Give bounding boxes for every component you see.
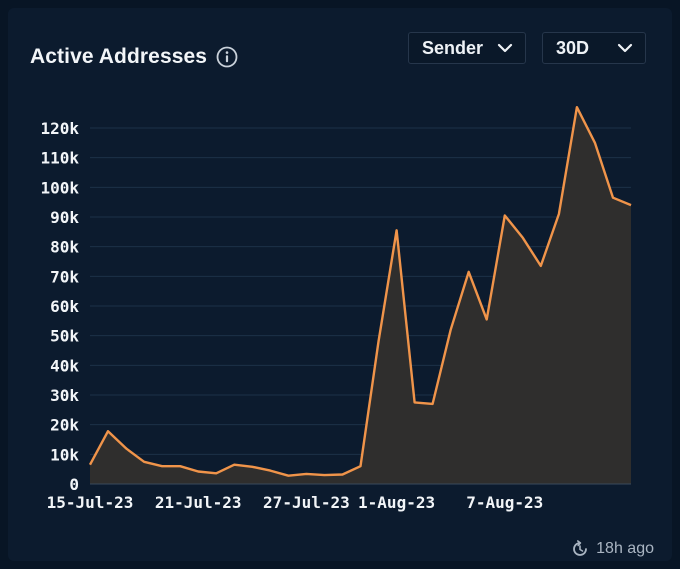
y-tick-label: 10k [50, 445, 79, 464]
refresh-icon [573, 540, 588, 556]
y-tick-label: 80k [50, 238, 79, 257]
data-point[interactable] [592, 140, 598, 146]
data-point[interactable] [538, 263, 544, 269]
chart-title: Active Addresses [30, 45, 208, 68]
data-point[interactable] [574, 104, 580, 110]
data-point[interactable] [303, 471, 309, 477]
metric-dropdown[interactable]: Sender [408, 32, 526, 64]
update-status: 18h ago [571, 540, 654, 558]
x-tick-label: 15-Jul-23 [47, 493, 134, 512]
data-point[interactable] [105, 428, 111, 434]
data-point[interactable] [141, 459, 147, 465]
chart-header: Active Addresses [30, 40, 238, 74]
data-point[interactable] [231, 462, 237, 468]
y-tick-label: 100k [40, 178, 79, 197]
data-point[interactable] [321, 472, 327, 478]
y-tick-label: 90k [50, 208, 79, 227]
data-point[interactable] [123, 445, 129, 451]
data-point[interactable] [628, 202, 634, 208]
data-point[interactable] [466, 269, 472, 275]
x-tick-label: 7-Aug-23 [466, 493, 543, 512]
x-tick-label: 1-Aug-23 [358, 493, 435, 512]
range-dropdown-value: 30D [556, 37, 590, 58]
data-point[interactable] [267, 468, 273, 474]
series-area [90, 107, 631, 484]
data-point[interactable] [285, 473, 291, 479]
data-point[interactable] [358, 463, 364, 469]
y-tick-label: 110k [40, 149, 79, 168]
data-point[interactable] [484, 316, 490, 322]
data-point[interactable] [430, 401, 436, 407]
updated-time: 18h ago [596, 540, 654, 557]
y-tick-label: 60k [50, 297, 79, 316]
data-point[interactable] [394, 227, 400, 233]
data-point[interactable] [195, 469, 201, 475]
y-tick-label: 30k [50, 386, 79, 405]
data-point[interactable] [412, 399, 418, 405]
data-point[interactable] [556, 211, 562, 217]
data-point[interactable] [340, 472, 346, 478]
chevron-down-icon [617, 43, 633, 53]
x-tick-label: 27-Jul-23 [263, 493, 350, 512]
series-line [88, 105, 632, 477]
data-point[interactable] [177, 463, 183, 469]
y-tick-label: 70k [50, 267, 79, 286]
y-tick-label: 0 [69, 475, 79, 494]
data-point[interactable] [448, 327, 454, 333]
y-tick-label: 40k [50, 356, 79, 375]
chevron-down-icon [497, 43, 513, 53]
data-point[interactable] [213, 470, 219, 476]
y-tick-label: 120k [40, 119, 79, 138]
data-point[interactable] [520, 235, 526, 241]
y-tick-label: 20k [50, 416, 79, 435]
data-point[interactable] [376, 339, 382, 345]
data-point[interactable] [159, 463, 165, 469]
y-tick-label: 50k [50, 327, 79, 346]
data-point[interactable] [87, 462, 93, 468]
x-tick-label: 21-Jul-23 [155, 493, 242, 512]
metric-dropdown-value: Sender [422, 37, 484, 58]
range-dropdown[interactable]: 30D [542, 32, 646, 64]
data-point[interactable] [249, 464, 255, 470]
info-icon[interactable] [216, 46, 238, 68]
data-point[interactable] [502, 213, 508, 219]
data-point[interactable] [610, 195, 616, 201]
